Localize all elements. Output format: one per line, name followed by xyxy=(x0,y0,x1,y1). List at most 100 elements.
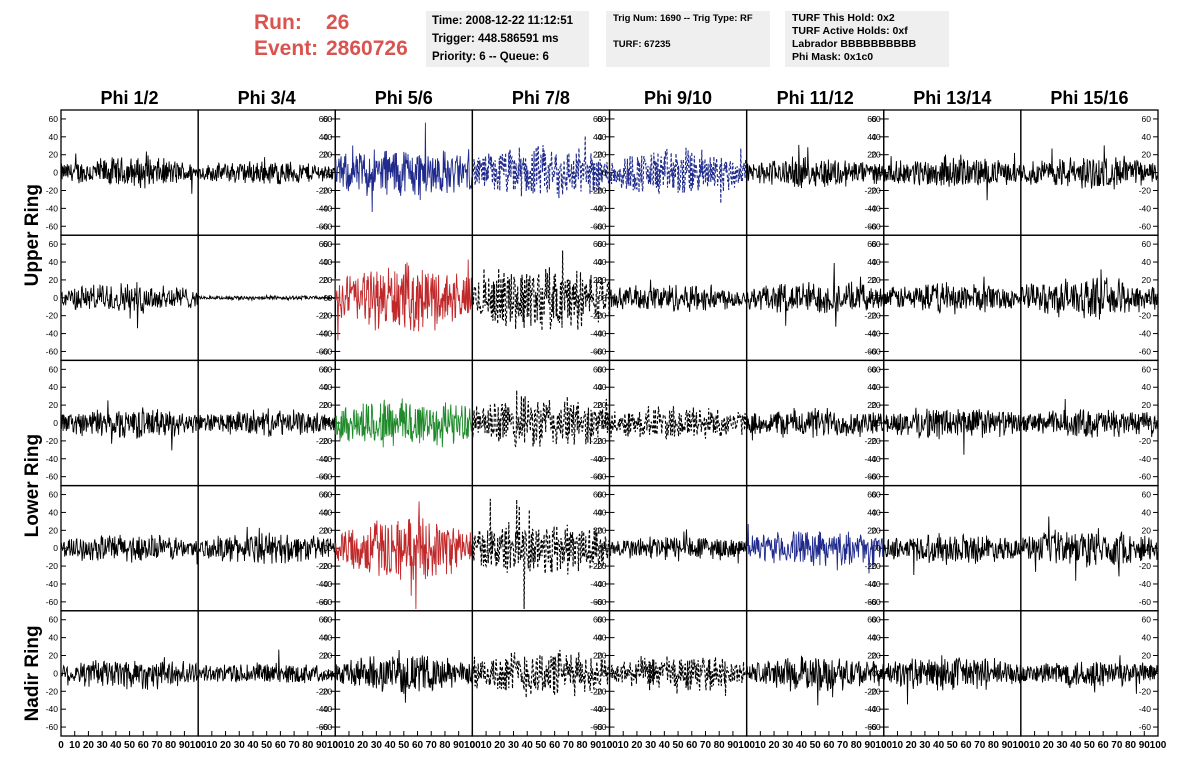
x-tick-label: 50 xyxy=(1084,740,1096,751)
column-title: Phi 13/14 xyxy=(913,88,991,108)
y-tick-label: 60 xyxy=(319,364,329,374)
x-tick-label: 30 xyxy=(371,740,383,751)
y-tick-label: 20 xyxy=(597,150,607,160)
y-tick-label: -60 xyxy=(320,722,333,732)
y-tick-label: -60 xyxy=(590,597,603,607)
x-tick-label: 70 xyxy=(563,740,575,751)
waveform-trace xyxy=(1020,398,1159,438)
x-tick-label: 80 xyxy=(165,740,177,751)
x-tick-label: 40 xyxy=(796,740,808,751)
y-tick-label: -40 xyxy=(320,454,333,464)
y-tick-label: -20 xyxy=(868,311,881,321)
x-tick-label: 20 xyxy=(357,740,369,751)
waveform-trace xyxy=(608,406,747,440)
x-tick-label: 30 xyxy=(919,740,931,751)
y-tick-label: -60 xyxy=(868,346,881,356)
y-tick-label: -20 xyxy=(864,561,877,571)
y-tick-label: 20 xyxy=(597,275,607,285)
x-tick-label: 70 xyxy=(1111,740,1123,751)
y-tick-label: -40 xyxy=(46,454,59,464)
y-tick-label: -40 xyxy=(590,329,603,339)
y-tick-label: -60 xyxy=(46,221,59,231)
y-tick-label: 40 xyxy=(597,257,607,267)
x-tick-label: 30 xyxy=(1056,740,1068,751)
y-tick-label: 0 xyxy=(876,418,881,428)
y-tick-label: 0 xyxy=(53,668,58,678)
waveform-trace xyxy=(608,147,748,204)
y-tick-label: 20 xyxy=(49,275,59,285)
y-tick-label: 60 xyxy=(597,114,607,124)
x-tick-label: 70 xyxy=(974,740,986,751)
y-tick-label: -40 xyxy=(590,579,603,589)
y-tick-label: 0 xyxy=(598,293,603,303)
y-tick-label: 60 xyxy=(1142,114,1152,124)
waveform-trace xyxy=(746,655,885,706)
y-tick-label: -20 xyxy=(864,311,877,321)
y-tick-label: -60 xyxy=(864,346,877,356)
y-tick-label: 20 xyxy=(593,525,603,535)
y-tick-label: -40 xyxy=(316,329,329,339)
run-label: Run: xyxy=(254,11,302,34)
y-tick-label: 60 xyxy=(323,239,333,249)
y-tick-label: -40 xyxy=(868,579,881,589)
y-tick-label: -20 xyxy=(320,436,333,446)
y-tick-label: 40 xyxy=(871,132,881,142)
y-tick-label: 0 xyxy=(328,668,333,678)
waveform-trace xyxy=(1020,145,1159,190)
y-tick-label: 40 xyxy=(1142,382,1152,392)
y-tick-label: 20 xyxy=(871,651,881,661)
y-tick-label: 20 xyxy=(597,525,607,535)
y-tick-label: -60 xyxy=(864,722,877,732)
x-tick-label: 20 xyxy=(768,740,780,751)
x-tick-label: 10 xyxy=(481,740,493,751)
y-tick-label: -40 xyxy=(864,704,877,714)
y-tick-label: 20 xyxy=(49,651,59,661)
labrador-text: Labrador BBBBBBBBBB xyxy=(792,38,917,50)
x-tick-label: 10 xyxy=(69,740,81,751)
x-tick-label: 60 xyxy=(138,740,150,751)
y-tick-label: 20 xyxy=(867,150,877,160)
y-tick-label: -40 xyxy=(320,579,333,589)
x-tick-label: 10 xyxy=(755,740,767,751)
y-tick-label: -20 xyxy=(316,686,329,696)
x-tick-label: 40 xyxy=(522,740,534,751)
time-text: Time: 2008-12-22 11:12:51 xyxy=(432,15,574,27)
y-tick-label: 20 xyxy=(593,275,603,285)
y-tick-label: -40 xyxy=(868,329,881,339)
y-tick-label: 0 xyxy=(53,293,58,303)
y-tick-label: 0 xyxy=(876,293,881,303)
y-tick-label: 60 xyxy=(1142,239,1152,249)
y-tick-label: 60 xyxy=(49,490,59,500)
y-tick-label: 20 xyxy=(871,525,881,535)
x-tick-label: 0 xyxy=(470,740,476,751)
panel-frame xyxy=(334,109,474,236)
y-tick-label: 20 xyxy=(867,651,877,661)
y-tick-label: 40 xyxy=(49,507,59,517)
x-tick-label: 30 xyxy=(782,740,794,751)
column-title: Phi 3/4 xyxy=(238,88,296,108)
y-tick-label: -40 xyxy=(320,329,333,339)
y-tick-label: 40 xyxy=(597,382,607,392)
y-tick-label: 60 xyxy=(597,239,607,249)
y-tick-label: 40 xyxy=(323,633,333,643)
waveform-trace xyxy=(334,649,473,703)
y-tick-label: -40 xyxy=(1139,329,1152,339)
x-tick-label: 0 xyxy=(881,740,887,751)
y-tick-label: -20 xyxy=(594,436,607,446)
y-tick-label: 20 xyxy=(597,651,607,661)
y-tick-label: -40 xyxy=(594,203,607,213)
x-tick-label: 80 xyxy=(851,740,863,751)
y-tick-label: -40 xyxy=(864,579,877,589)
y-tick-label: 40 xyxy=(867,507,877,517)
waveform-trace xyxy=(1020,516,1159,581)
y-tick-label: 0 xyxy=(602,168,607,178)
trig-num-text: Trig Num: 1690 -- Trig Type: RF xyxy=(613,13,753,24)
y-tick-label: 40 xyxy=(49,633,59,643)
x-tick-label: 100 xyxy=(738,740,755,751)
y-tick-label: 60 xyxy=(49,114,59,124)
y-tick-label: -60 xyxy=(1139,597,1152,607)
y-tick-label: 60 xyxy=(319,490,329,500)
x-tick-label: 0 xyxy=(58,740,64,751)
y-tick-label: -40 xyxy=(46,203,59,213)
x-tick-label: 40 xyxy=(385,740,397,751)
